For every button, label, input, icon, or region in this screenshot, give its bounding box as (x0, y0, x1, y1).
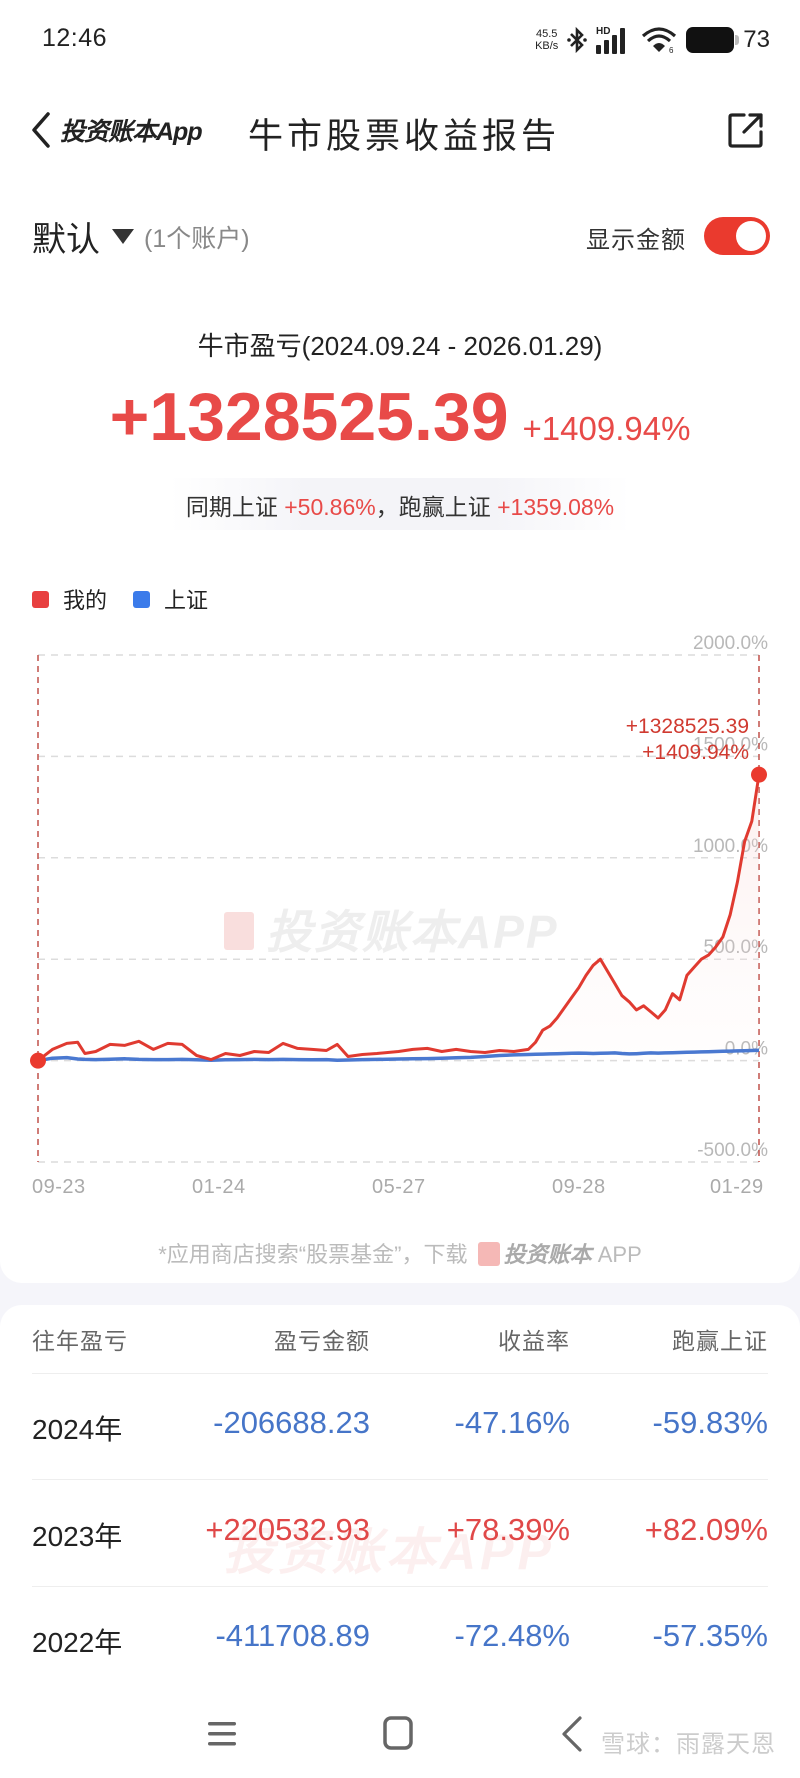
x-tick-label: 01-29 (710, 1176, 764, 1198)
back-app-label[interactable]: 投资账本App (60, 118, 203, 146)
bluetooth-icon (567, 26, 588, 54)
status-icons: 45.5 KB/s HD 6 73 (535, 20, 770, 60)
end-point[interactable] (751, 766, 767, 783)
x-tick-label: 09-23 (32, 1176, 86, 1198)
row-divider (32, 1373, 768, 1374)
battery-percent: 73 (743, 26, 770, 53)
chart-legend: 我的 上证 (32, 583, 224, 615)
row-return: +78.39% (446, 1512, 570, 1547)
x-axis-labels: 09-23 01-24 05-27 09-28 01-29 (0, 1176, 800, 1206)
app-logo-icon (477, 1242, 500, 1266)
watermark-logo-icon (224, 912, 254, 950)
legend-item-mine[interactable]: 我的 (32, 583, 107, 615)
caret-down-icon (112, 229, 134, 244)
page-title: 牛市股票收益报告 (248, 117, 561, 156)
system-nav-bar (0, 1690, 800, 1778)
show-amount-toggle[interactable] (704, 217, 770, 255)
header-beat: 跑赢上证 (672, 1328, 768, 1354)
row-return: -47.16% (454, 1405, 570, 1440)
source-watermark: 雪球：雨露天恩 (601, 1731, 776, 1758)
x-tick-label: 01-24 (192, 1176, 246, 1198)
series-shanghai (37, 1048, 760, 1063)
wifi-icon: 6 (642, 27, 677, 54)
row-divider (32, 1479, 768, 1480)
header-year: 往年盈亏 (32, 1328, 128, 1354)
end-amount-annotation: +1328525.39 (626, 715, 749, 738)
compare-bg (170, 478, 630, 530)
back-icon[interactable] (26, 108, 56, 152)
period-label: 牛市盈亏(2024.09.24 - 2026.01.29) (197, 331, 603, 361)
legend-swatch-blue (133, 590, 151, 608)
svg-text:HD: HD (596, 26, 610, 37)
profit-percent: +1409.94% (522, 410, 691, 447)
legend-swatch-red (32, 590, 49, 608)
report-card (0, 80, 800, 1283)
share-icon[interactable] (726, 110, 766, 150)
hd-signal-icon: HD (596, 26, 626, 54)
status-bar: 12:46 45.5 KB/s HD 6 73 (0, 0, 800, 80)
profit-amount: +1328525.39 (109, 379, 509, 455)
svg-text:6: 6 (669, 46, 674, 54)
row-amount: -206688.23 (213, 1405, 370, 1440)
start-point (30, 1052, 46, 1069)
status-time: 12:46 (42, 24, 108, 52)
benchmark-percent: +50.86% (284, 494, 376, 520)
x-tick-label: 05-27 (372, 1176, 426, 1198)
y-tick-label: -500.0% (697, 1140, 768, 1161)
account-selector[interactable]: 默认 (1个账户) (32, 212, 250, 261)
legend-item-shanghai[interactable]: 上证 (133, 583, 208, 615)
show-amount-label: 显示金额 (586, 227, 686, 254)
back-nav-icon[interactable] (560, 1716, 584, 1752)
net-speed: 45.5 KB/s (535, 28, 559, 52)
row-amount: -411708.89 (215, 1618, 370, 1653)
watermark: 投资账本APP (224, 1524, 555, 1580)
row-beat: +82.09% (644, 1512, 768, 1547)
profit-line-chart[interactable]: 2000.0%1500.0%1000.0%500.0%0.0%-500.0%投资… (0, 630, 800, 1190)
account-count: (1个账户) (144, 224, 250, 253)
row-return: -72.48% (454, 1618, 570, 1653)
x-tick-label: 09-28 (552, 1176, 606, 1198)
battery-icon (686, 27, 740, 53)
home-icon[interactable] (383, 1716, 413, 1750)
y-tick-label: 1500.0% (693, 734, 768, 755)
row-year: 2022年 (32, 1627, 123, 1658)
header-return: 收益率 (498, 1328, 570, 1354)
benchmark-compare: 同期上证 +50.86%，跑赢上证 +1359.08% (185, 494, 615, 520)
row-beat: -59.83% (652, 1405, 768, 1440)
row-amount: +220532.93 (205, 1512, 370, 1547)
chart-watermark: 投资账本APP (266, 906, 559, 958)
beat-percent: +1359.08% (497, 494, 615, 520)
menu-icon[interactable] (208, 1720, 238, 1748)
end-pct-annotation: +1409.94% (642, 741, 749, 764)
row-year: 2023年 (32, 1521, 123, 1552)
series-mine (37, 774, 761, 1062)
download-footnote: *应用商店搜索“股票基金”，下载 投资账本 APP (158, 1242, 642, 1267)
row-beat: -57.35% (652, 1618, 768, 1653)
row-divider (32, 1586, 768, 1587)
toggle-knob (736, 221, 766, 251)
y-tick-label: 2000.0% (693, 633, 768, 654)
row-year: 2024年 (32, 1414, 123, 1445)
profit-summary: +1328525.39 +1409.94% (0, 378, 800, 456)
header-amount: 盈亏金额 (274, 1328, 370, 1354)
account-name: 默认 (32, 221, 100, 259)
